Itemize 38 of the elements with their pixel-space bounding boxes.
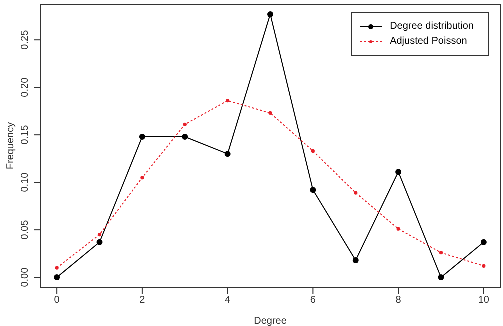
point <box>482 264 486 268</box>
point <box>224 151 231 158</box>
point <box>480 239 487 246</box>
point <box>54 274 60 281</box>
point <box>226 99 230 103</box>
y-tick-label: 0.10 <box>20 172 31 192</box>
point <box>311 149 315 154</box>
point <box>396 227 400 231</box>
point <box>183 122 187 126</box>
point <box>268 111 272 116</box>
point <box>354 191 358 195</box>
x-tick-label: 4 <box>225 295 232 306</box>
y-axis-title: Frequency <box>6 122 17 170</box>
x-tick-label: 2 <box>140 295 146 306</box>
point <box>396 169 402 176</box>
point <box>268 11 274 18</box>
x-tick-label: 0 <box>54 295 60 306</box>
y-tick-label: 0.20 <box>20 77 31 98</box>
point <box>310 187 316 194</box>
x-tick-label: 6 <box>310 295 316 306</box>
point <box>352 257 359 264</box>
y-tick-label: 0.05 <box>20 220 31 240</box>
legend-label: Degree distribution <box>390 21 474 32</box>
point <box>55 266 59 270</box>
y-tick-label: 0.00 <box>20 267 31 288</box>
point <box>182 134 188 140</box>
point <box>438 274 444 281</box>
point <box>96 239 103 246</box>
y-tick-label: 0.15 <box>20 124 31 145</box>
x-tick-label: 8 <box>396 295 402 306</box>
point <box>98 233 102 237</box>
x-tick-label: 10 <box>478 295 490 306</box>
point <box>439 251 444 255</box>
y-tick-label: 0.25 <box>20 30 31 50</box>
point <box>140 176 144 180</box>
x-axis-title: Degree <box>254 316 288 326</box>
point <box>139 134 146 140</box>
legend-label: Adjusted Poisson <box>390 36 468 47</box>
